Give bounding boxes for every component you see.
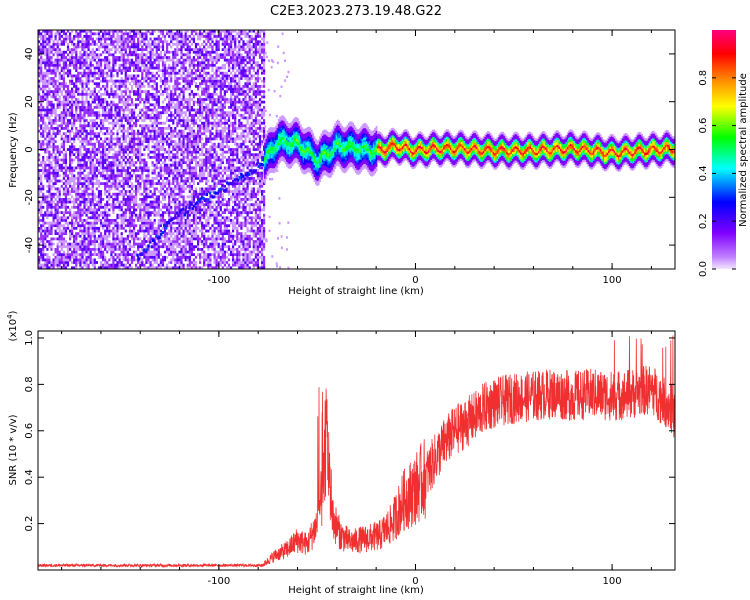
y-tick-label: 0.6 xyxy=(24,423,35,439)
x-tick-label: -100 xyxy=(208,576,231,587)
y-tick-label: 0 xyxy=(24,146,35,152)
y-tick-label: 20 xyxy=(24,95,35,108)
y-tick-label: 0.8 xyxy=(24,376,35,392)
spectrogram-xlabel: Height of straight line (km) xyxy=(288,286,424,297)
snr-ylabel: SNR (10 * v/v) xyxy=(8,414,19,485)
x-tick-label: 100 xyxy=(603,576,622,587)
x-tick-label: 100 xyxy=(603,275,622,286)
snr-panel: -100 0 100 0.2 0.4 0.6 0.8 1.0 Height of straig… xyxy=(6,310,676,596)
colorbar-tick-label: 0.6 xyxy=(698,118,709,134)
colorbar-tick-label: 0.4 xyxy=(698,165,709,181)
spectrogram-ticks: -100 0 100 -40 -20 0 20 40 xyxy=(24,30,675,286)
y-tick-label: -40 xyxy=(24,237,35,253)
colorbar-label: Normalized spectral amplitude xyxy=(738,73,749,227)
figure-title: C2E3.2023.273.19.48.G22 xyxy=(270,4,442,19)
colorbar-tick-label: 0.8 xyxy=(698,70,709,86)
colorbar-ticks: 0.0 0.2 0.4 0.6 0.8 xyxy=(698,70,736,277)
colorbar-tick-label: 0.0 xyxy=(698,261,709,277)
x-tick-label: 0 xyxy=(412,275,418,286)
spectrogram-ylabel: Frequency (Hz) xyxy=(8,112,19,188)
snr-series-line xyxy=(38,335,675,569)
snr-ticks: -100 0 100 0.2 0.4 0.6 0.8 1.0 xyxy=(24,330,675,587)
x-tick-label: -100 xyxy=(208,275,231,286)
colorbar: 0.0 0.2 0.4 0.6 0.8 Normalized spectral ampl… xyxy=(698,30,749,277)
colorbar-gradient xyxy=(712,30,736,269)
snr-frame xyxy=(37,330,676,571)
y-tick-label: 40 xyxy=(24,48,35,61)
y-tick-label: 0.2 xyxy=(24,516,35,532)
y-tick-label: 0.4 xyxy=(24,469,35,485)
spectrogram-cells xyxy=(38,30,675,269)
y-tick-label: 1.0 xyxy=(24,330,35,346)
colorbar-tick-label: 0.2 xyxy=(698,213,709,229)
y-tick-label: -20 xyxy=(24,189,35,205)
spectrogram-panel: -100 0 100 -40 -20 0 20 40 Height of straight l… xyxy=(8,29,676,297)
x-tick-label: 0 xyxy=(412,576,418,587)
snr-scale-label: (x104) xyxy=(6,310,19,341)
snr-xlabel: Height of straight line (km) xyxy=(288,585,424,596)
